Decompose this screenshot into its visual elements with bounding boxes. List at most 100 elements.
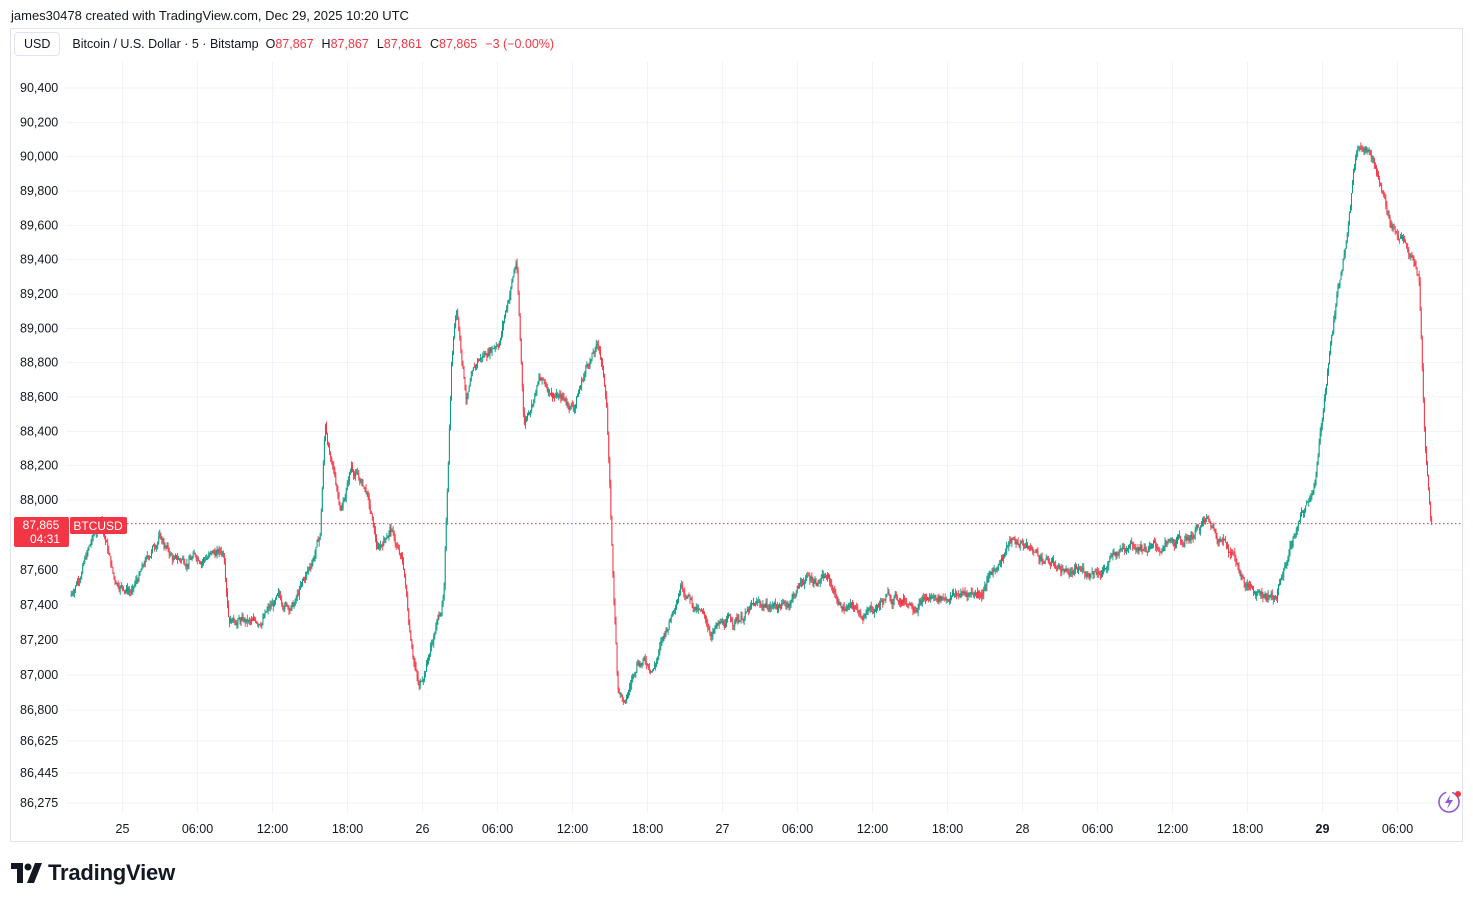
candle-body bbox=[668, 621, 670, 630]
candle-body bbox=[371, 513, 373, 517]
candle-body bbox=[180, 559, 182, 561]
tradingview-logo-icon bbox=[11, 863, 42, 883]
candle-body bbox=[1419, 281, 1421, 311]
candle-body bbox=[601, 357, 602, 363]
candle-body bbox=[1178, 535, 1179, 538]
candle-body bbox=[1163, 545, 1165, 547]
candle-body bbox=[1231, 551, 1233, 556]
currency-button[interactable]: USD bbox=[14, 32, 61, 56]
candle-body bbox=[369, 504, 371, 511]
candle-body bbox=[147, 555, 149, 558]
candle-body bbox=[774, 603, 776, 606]
candle-body bbox=[1366, 147, 1368, 152]
candle-body bbox=[416, 670, 418, 677]
candle-body bbox=[893, 596, 895, 601]
candle-body bbox=[249, 620, 251, 621]
candle-body bbox=[1405, 241, 1407, 244]
candle-body bbox=[208, 554, 210, 558]
candle-body bbox=[996, 568, 998, 570]
candle-body bbox=[1371, 158, 1373, 159]
candle-body bbox=[1177, 537, 1178, 540]
candle-body bbox=[717, 622, 719, 625]
candle-body bbox=[998, 563, 1000, 565]
candle-body bbox=[1236, 561, 1238, 565]
candle-body bbox=[617, 672, 619, 689]
candle-body bbox=[649, 669, 651, 672]
candle-body bbox=[710, 633, 712, 637]
lightning-icon[interactable] bbox=[1438, 791, 1461, 813]
candle-body bbox=[953, 592, 954, 595]
candle-body bbox=[1070, 571, 1072, 573]
candle-body bbox=[1306, 502, 1308, 506]
candle-body bbox=[663, 633, 665, 637]
candle-body bbox=[1427, 463, 1428, 475]
symbol-name[interactable]: Bitcoin / U.S. Dollar · 5 · Bitstamp bbox=[72, 37, 259, 51]
candle-body bbox=[968, 593, 970, 595]
candle-body bbox=[515, 263, 517, 268]
candle-body bbox=[1329, 353, 1331, 364]
candle-body bbox=[1033, 551, 1035, 553]
candle-body bbox=[765, 602, 767, 607]
candle-body bbox=[151, 551, 152, 557]
candle-body bbox=[521, 362, 523, 387]
candle-body bbox=[1207, 516, 1209, 519]
candle-body bbox=[981, 593, 983, 597]
candle-body bbox=[391, 530, 393, 532]
candle-body bbox=[286, 602, 288, 607]
candle-body bbox=[667, 629, 669, 631]
candle-body bbox=[896, 596, 898, 600]
candle-body bbox=[997, 563, 999, 570]
tradingview-logo[interactable]: TradingView bbox=[11, 860, 175, 886]
candle-body bbox=[1224, 539, 1226, 543]
candle-body bbox=[989, 572, 991, 575]
candle-body bbox=[447, 462, 449, 492]
candle-body bbox=[1071, 571, 1073, 575]
candle-body bbox=[607, 407, 609, 435]
candle-body bbox=[716, 624, 718, 627]
candle-body bbox=[746, 609, 748, 612]
candle-body bbox=[395, 543, 397, 546]
y-tick-label: 89,400 bbox=[20, 253, 58, 267]
candle-body bbox=[1091, 571, 1093, 575]
candle-body bbox=[1037, 551, 1039, 556]
candle-body bbox=[158, 536, 160, 543]
candle-body bbox=[1280, 579, 1282, 585]
candle-body bbox=[1135, 548, 1137, 551]
candle-body bbox=[1274, 596, 1276, 598]
candle-body bbox=[652, 670, 653, 672]
candle-body bbox=[169, 553, 171, 555]
candle-body bbox=[289, 610, 291, 611]
candle-body bbox=[137, 579, 139, 582]
candle-body bbox=[787, 603, 789, 607]
candle-body bbox=[1039, 557, 1041, 560]
candle-body bbox=[497, 345, 499, 347]
candle-body bbox=[648, 667, 650, 670]
y-tick-label: 87,600 bbox=[20, 563, 58, 577]
candle-body bbox=[1052, 559, 1053, 563]
candle-body bbox=[581, 380, 583, 387]
candle-body bbox=[516, 263, 518, 271]
candle-body bbox=[336, 484, 338, 491]
candle-body bbox=[770, 605, 772, 608]
candle-body bbox=[460, 337, 462, 350]
candle-body bbox=[920, 600, 922, 604]
candle-body bbox=[1168, 539, 1170, 541]
candle-body bbox=[719, 621, 721, 624]
candle-body bbox=[837, 601, 839, 605]
candle-body bbox=[894, 593, 896, 597]
candle-body bbox=[1134, 547, 1136, 549]
candle-body bbox=[840, 603, 842, 607]
candle-body bbox=[311, 563, 313, 567]
candle-body bbox=[70, 593, 72, 597]
candle-body bbox=[673, 609, 675, 611]
candle-body bbox=[173, 557, 175, 560]
candle-body bbox=[1173, 542, 1175, 547]
candle-body bbox=[141, 564, 143, 571]
x-tick-label: 27 bbox=[716, 822, 730, 836]
candle-body bbox=[1108, 561, 1110, 566]
candle-body bbox=[199, 562, 201, 565]
candle-body bbox=[727, 617, 728, 621]
candle-body bbox=[1211, 526, 1213, 528]
candle-body bbox=[902, 600, 903, 603]
